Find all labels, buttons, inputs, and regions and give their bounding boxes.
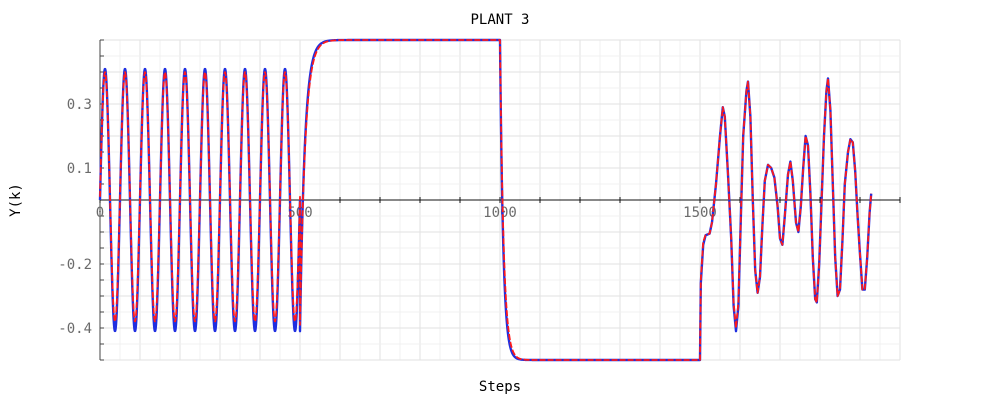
y-axis-label: Y(k) xyxy=(8,183,24,217)
x-axis-label: Steps xyxy=(479,379,521,395)
x-tick-label: 0 xyxy=(96,205,104,221)
y-tick-label: 0.3 xyxy=(67,97,92,113)
y-tick-label: 0.1 xyxy=(67,161,92,177)
y-tick-label: -0.2 xyxy=(58,257,92,273)
series-line-red xyxy=(99,39,873,361)
y-tick-label: -0.4 xyxy=(58,321,92,337)
x-tick-label: 1000 xyxy=(483,205,517,221)
chart-title: PLANT 3 xyxy=(470,12,529,28)
series-group xyxy=(98,38,873,362)
x-tick-label: 1500 xyxy=(683,205,717,221)
